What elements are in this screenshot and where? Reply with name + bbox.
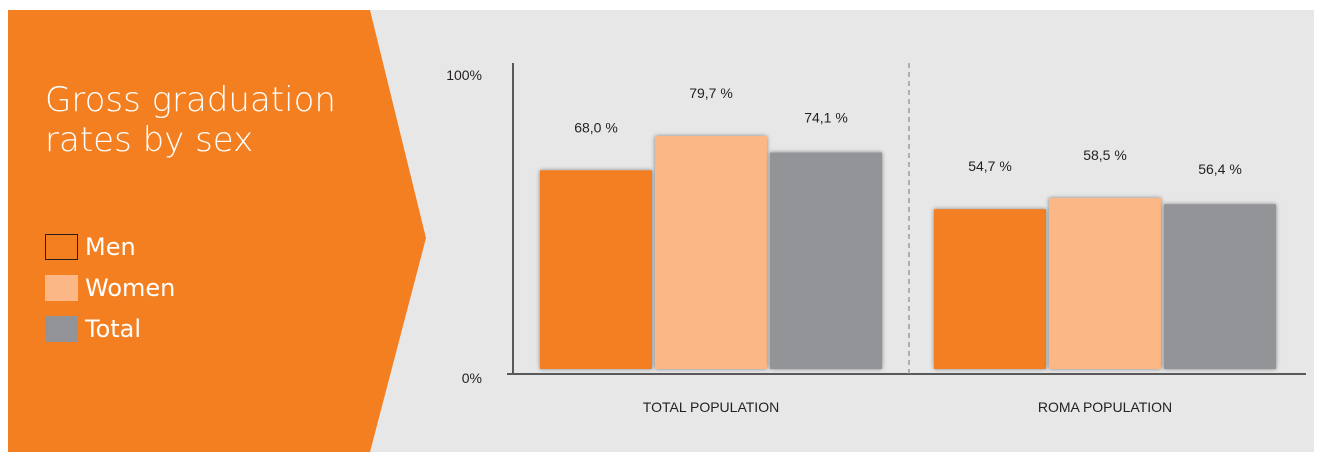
legend-label-women: Women xyxy=(85,273,176,302)
data-label-women-roma-population: 58,5 % xyxy=(1083,147,1127,163)
legend-swatch-men xyxy=(45,233,78,260)
y-tick-label-max: 100% xyxy=(446,67,482,83)
chart-title: Gross graduation rates by sex xyxy=(45,80,336,160)
bar-total-total-population xyxy=(770,152,882,369)
bar-women-roma-population xyxy=(1049,198,1161,369)
bar-men-roma-population xyxy=(934,209,1046,369)
data-label-total-total-population: 74,1 % xyxy=(804,109,848,125)
side-band-arrow xyxy=(8,10,426,452)
legend: Men Women Total xyxy=(45,226,175,349)
category-label-total-population: TOTAL POPULATION xyxy=(643,399,779,415)
legend-swatch-women xyxy=(45,274,78,301)
legend-item-total: Total xyxy=(45,308,175,349)
legend-label-total: Total xyxy=(85,314,142,343)
data-label-men-roma-population: 54,7 % xyxy=(968,158,1012,174)
legend-item-men: Men xyxy=(45,226,175,267)
bar-women-total-population xyxy=(655,136,767,369)
legend-swatch-total xyxy=(45,315,78,342)
data-label-total-roma-population: 56,4 % xyxy=(1198,161,1242,177)
y-tick-label-min: 0% xyxy=(462,370,482,386)
legend-label-men: Men xyxy=(85,232,136,261)
legend-item-women: Women xyxy=(45,267,175,308)
bar-total-roma-population xyxy=(1164,204,1276,369)
bar-men-total-population xyxy=(540,170,652,369)
category-label-roma-population: ROMA POPULATION xyxy=(1038,399,1172,415)
data-label-men-total-population: 68,0 % xyxy=(574,119,618,135)
data-label-women-total-population: 79,7 % xyxy=(689,85,733,101)
